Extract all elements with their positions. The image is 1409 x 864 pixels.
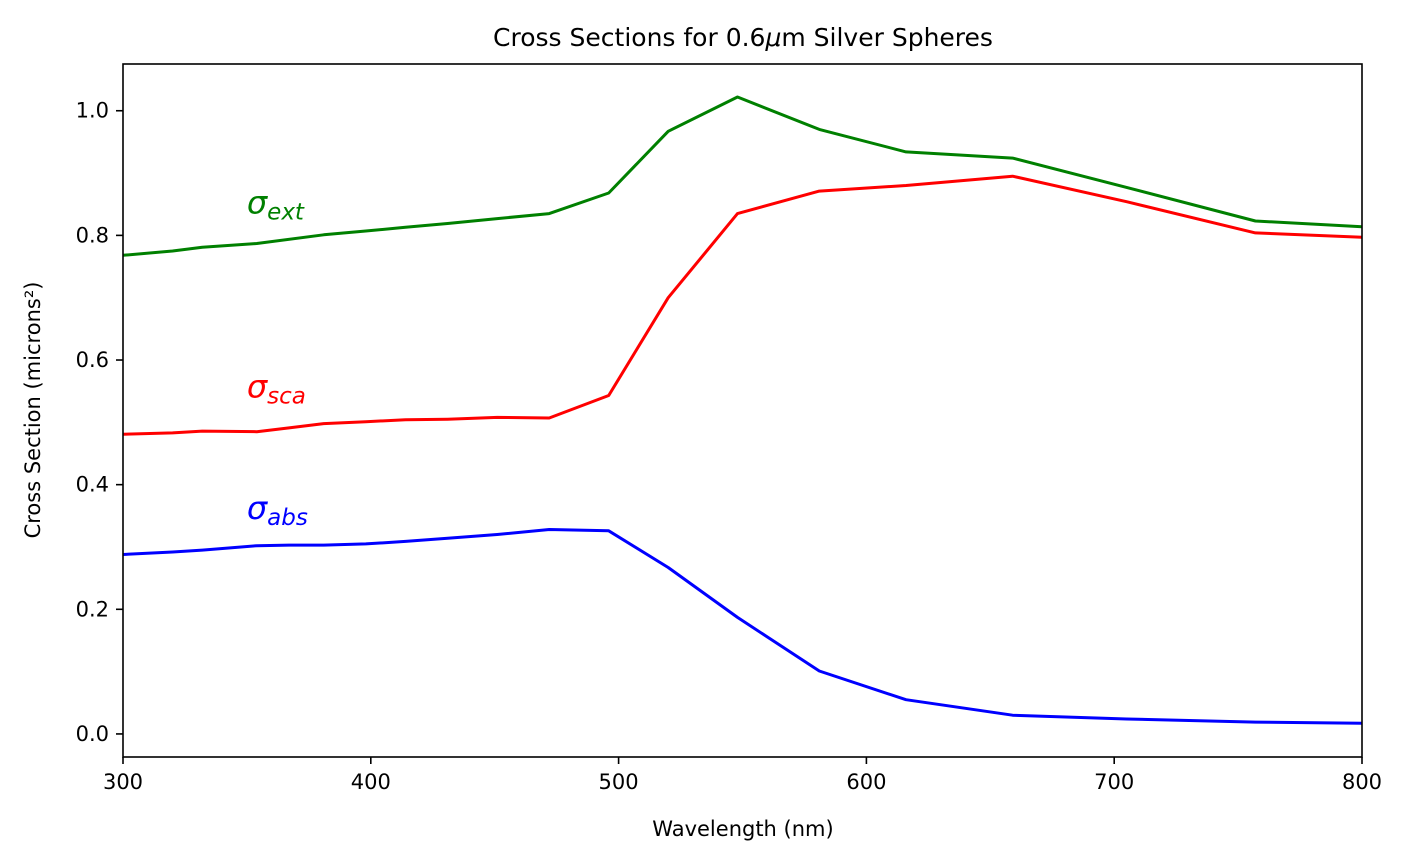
x-tick-label: 400 — [351, 770, 391, 794]
y-tick-label: 0.8 — [76, 223, 109, 247]
y-tick-label: 0.0 — [76, 722, 109, 746]
x-tick-label: 300 — [103, 770, 143, 794]
x-tick-label: 700 — [1094, 770, 1134, 794]
series-symbol-sca: σ — [247, 367, 269, 405]
x-axis-label: Wavelength (nm) — [652, 817, 833, 841]
y-tick-label: 0.6 — [76, 348, 109, 372]
y-tick-label: 0.4 — [76, 473, 109, 497]
axes-frame — [122, 63, 1363, 758]
series-line-sca — [122, 174, 1363, 436]
series-line-abs — [122, 528, 1363, 725]
chart-title-suffix: m Silver Spheres — [781, 23, 993, 52]
series-subscript-ext: ext — [267, 200, 305, 226]
x-tick-label: 600 — [846, 770, 886, 794]
series-annotation-abs: σabs — [247, 489, 308, 531]
x-tick-label: 800 — [1342, 770, 1382, 794]
y-axis-label: Cross Section (microns²) — [21, 282, 45, 539]
series-symbol-abs: σ — [247, 489, 269, 527]
series-subscript-sca: sca — [267, 383, 306, 409]
series-line-ext — [122, 95, 1363, 257]
y-tick-label: 1.0 — [76, 99, 109, 123]
series-symbol-ext: σ — [247, 184, 269, 222]
x-tick-label: 500 — [599, 770, 639, 794]
chart-title: Cross Sections for 0.6μm Silver Spheres — [493, 23, 993, 52]
chart-title-prefix: Cross Sections for 0.6 — [493, 23, 765, 52]
series-annotation-sca: σsca — [247, 367, 306, 409]
y-tick-label: 0.2 — [76, 597, 109, 621]
chart-title-mu: μ — [764, 23, 781, 52]
series-annotation-ext: σext — [247, 184, 305, 226]
series-subscript-abs: abs — [267, 505, 308, 531]
